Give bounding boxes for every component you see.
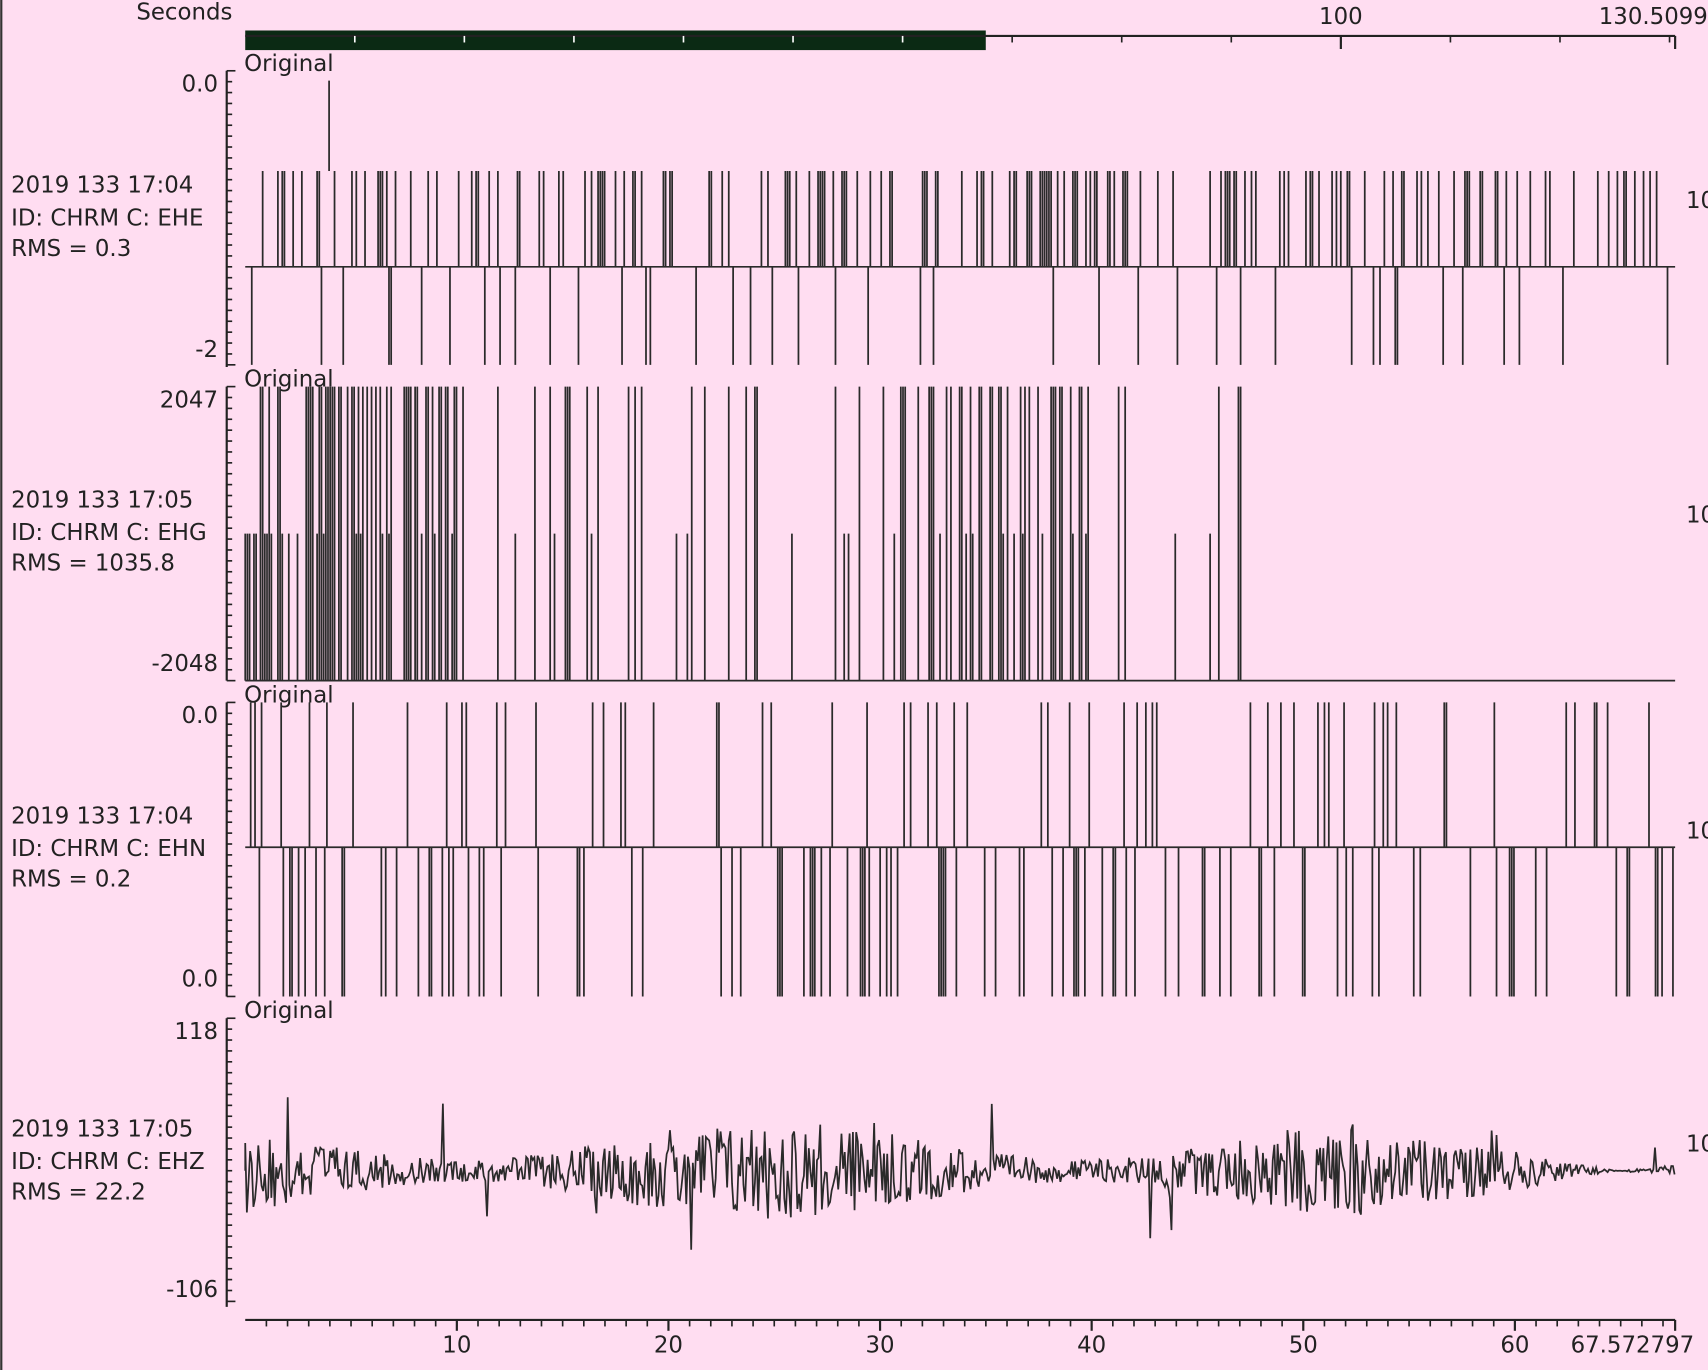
side-label: 10 — [1686, 819, 1708, 845]
trace-rms: RMS = 0.2 — [11, 866, 131, 892]
trace-tag: Original — [244, 998, 333, 1024]
bottom-tick-label: 67.572797 — [1571, 1333, 1695, 1359]
side-label: 10 — [1686, 188, 1708, 214]
bottom-tick-label: 20 — [654, 1333, 683, 1359]
trace-rms: RMS = 1035.8 — [11, 551, 175, 577]
trace-id: ID: CHRM C: EHN — [11, 836, 206, 862]
trace-rms: RMS = 22.2 — [11, 1180, 146, 1206]
bottom-label: -2048 — [152, 651, 218, 677]
waveform — [245, 80, 1676, 365]
bottom-tick-label: 30 — [866, 1333, 895, 1359]
waveform — [245, 702, 1676, 997]
top-label: 0.0 — [182, 71, 218, 97]
bottom-tick-label: 10 — [442, 1333, 471, 1359]
trace-id: ID: CHRM C: EHZ — [11, 1149, 205, 1175]
top-label: 0.0 — [182, 703, 218, 729]
trace-time: 2019 133 17:04 — [11, 803, 193, 829]
bottom-tick-label: 60 — [1500, 1333, 1529, 1359]
scroll-thumb[interactable] — [245, 30, 986, 51]
top-tick-label: 100 — [1319, 4, 1363, 30]
trace-rms: RMS = 0.3 — [11, 236, 131, 262]
top-label: 118 — [174, 1019, 218, 1045]
trace-tag: Original — [244, 367, 333, 393]
trace-time: 2019 133 17:04 — [11, 173, 193, 199]
waveform — [244, 1097, 1676, 1250]
bottom-tick-label: 40 — [1077, 1333, 1106, 1359]
trace-id: ID: CHRM C: EHE — [11, 205, 203, 231]
bottom-tick-label: 50 — [1289, 1333, 1318, 1359]
top-axis-label: Seconds — [136, 0, 232, 26]
trace-time: 2019 133 17:05 — [11, 1116, 193, 1142]
side-label: 10 — [1686, 503, 1708, 529]
waveform — [244, 386, 1676, 682]
bottom-label: -2 — [195, 337, 218, 363]
bottom-label: 0.0 — [182, 967, 218, 993]
bottom-label: -106 — [166, 1277, 218, 1303]
trace-tag: Original — [244, 682, 333, 708]
trace-tag: Original — [244, 51, 333, 77]
top-label: 2047 — [160, 387, 218, 413]
side-label: 10 — [1686, 1132, 1708, 1158]
trace-id: ID: CHRM C: EHG — [11, 520, 207, 546]
trace-time: 2019 133 17:05 — [11, 487, 193, 513]
top-tick-label: 130.5099945 — [1599, 4, 1708, 30]
